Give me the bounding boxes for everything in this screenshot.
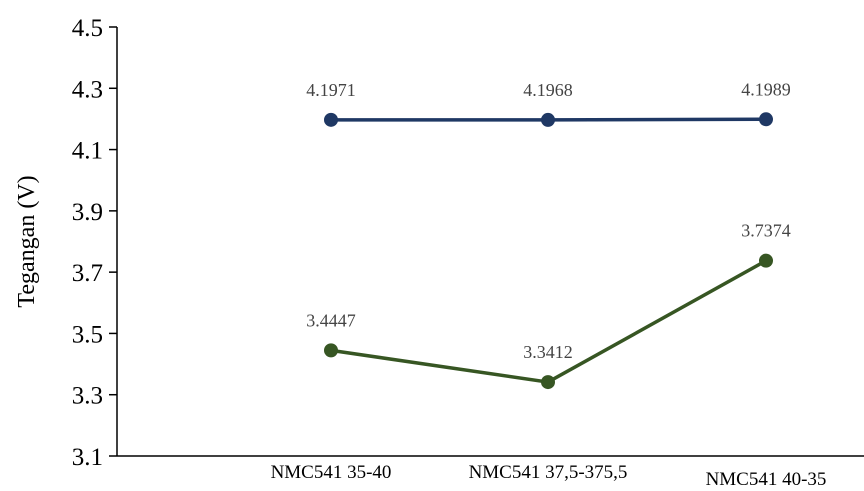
series-group: 4.1971 4.1968 4.1989 3.4447 3.3412 3.7374 xyxy=(306,79,791,390)
data-point xyxy=(759,253,773,268)
series-2: 3.4447 3.3412 3.7374 xyxy=(306,221,791,390)
y-tick-label: 3.3 xyxy=(72,383,103,410)
y-ticks: 3.1 3.3 3.5 3.7 3.9 4.1 4.3 4.5 xyxy=(72,15,117,471)
y-tick-label: 3.9 xyxy=(72,199,103,226)
data-point xyxy=(541,112,555,127)
data-label: 3.7374 xyxy=(741,221,791,241)
data-label: 4.1968 xyxy=(523,80,573,100)
y-tick-label: 3.1 xyxy=(72,444,103,471)
data-point xyxy=(324,112,338,127)
data-point xyxy=(759,112,773,127)
data-point xyxy=(324,343,338,358)
y-tick-label: 3.5 xyxy=(72,321,103,348)
data-label: 4.1989 xyxy=(741,79,791,99)
data-point xyxy=(541,375,555,390)
y-tick-label: 4.3 xyxy=(72,76,103,103)
series-1: 4.1971 4.1968 4.1989 xyxy=(306,79,791,127)
y-tick-label: 4.1 xyxy=(72,138,103,165)
y-axis-title: Tegangan (V) xyxy=(14,175,40,307)
series-line xyxy=(330,259,767,384)
y-tick-label: 4.5 xyxy=(72,15,103,42)
data-label: 4.1971 xyxy=(306,80,356,100)
data-label: 3.3412 xyxy=(523,342,573,362)
x-category-label: NMC541 35-40 xyxy=(271,462,392,483)
chart-axes xyxy=(116,27,864,457)
y-tick-label: 3.7 xyxy=(72,260,103,287)
x-category-labels: NMC541 35-40 NMC541 37,5-375,5 NMC541 40-3… xyxy=(271,462,827,490)
x-category-label: NMC541 40-35 xyxy=(706,469,827,490)
data-label: 3.4447 xyxy=(306,310,356,330)
x-category-label: NMC541 37,5-375,5 xyxy=(469,462,628,483)
